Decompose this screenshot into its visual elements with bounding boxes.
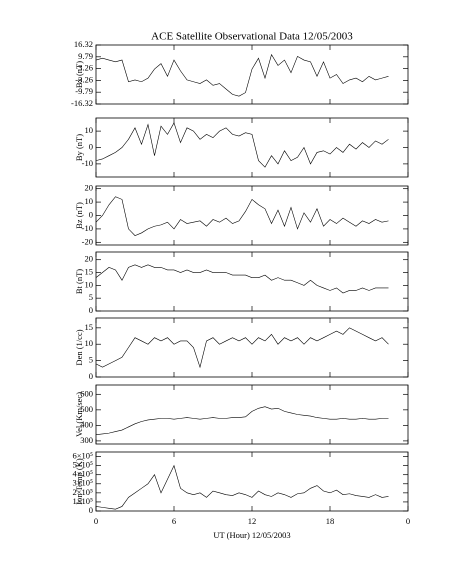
y-tick-label: 2×10⁵	[72, 487, 93, 497]
y-tick-label: -16.32	[71, 98, 93, 108]
y-tick-label: 300	[80, 435, 93, 445]
y-tick-label: 10	[85, 279, 94, 289]
data-line	[95, 406, 389, 435]
panel-frame	[95, 251, 409, 312]
y-tick-label: -3.26	[75, 74, 93, 84]
y-tick-label: 10	[85, 196, 94, 206]
y-tick-label: 1×10⁵	[72, 496, 93, 506]
panel-frame	[95, 44, 409, 105]
y-tick-label: 500	[80, 404, 93, 414]
panel-frame	[95, 117, 409, 178]
y-axis-label: Bz (nT)	[74, 202, 84, 229]
y-axis-label: Bt (nT)	[74, 269, 84, 294]
y-tick-label: 3.26	[78, 63, 93, 73]
y-axis-label: Den (1/cc)	[74, 329, 84, 365]
y-axis-label: Bx (nT)	[74, 61, 84, 88]
data-line	[95, 53, 389, 97]
y-tick-label: 400	[80, 419, 93, 429]
y-tick-label: 0	[89, 209, 93, 219]
data-line	[95, 464, 389, 510]
y-tick-label: 5	[89, 355, 93, 365]
y-tick-label: 0	[89, 505, 93, 515]
x-tick-label: 0	[94, 516, 98, 526]
y-tick-label: 3×10⁵	[72, 478, 93, 488]
y-tick-label: 10	[85, 125, 94, 135]
y-tick-label: 5	[89, 292, 93, 302]
x-axis-label: UT (Hour) 12/05/2003	[213, 530, 290, 540]
y-tick-label: 0	[89, 305, 93, 315]
y-axis-label: Vel (Km/sec)	[74, 392, 84, 437]
data-line	[95, 327, 389, 369]
y-tick-label: 5×10⁵	[72, 460, 93, 470]
x-tick-label: 6	[172, 516, 176, 526]
y-tick-label: -20	[82, 236, 93, 246]
y-tick-label: 4×10⁵	[72, 469, 93, 479]
y-tick-label: -9.79	[75, 86, 93, 96]
y-tick-label: 0	[89, 141, 93, 151]
x-tick-label: 0	[406, 516, 410, 526]
y-tick-label: 10	[85, 338, 94, 348]
y-tick-label: 16.32	[74, 39, 93, 49]
y-tick-label: 15	[85, 322, 94, 332]
y-tick-label: 20	[85, 183, 94, 193]
panel-frame	[95, 185, 409, 246]
chart-title: ACE Satellite Observational Data 12/05/2…	[151, 31, 353, 43]
y-tick-label: 15	[85, 266, 94, 276]
y-axis-label: Ion Temp (K)	[74, 458, 84, 505]
data-line	[95, 196, 389, 236]
panel-frame	[95, 317, 409, 378]
y-tick-label: -10	[82, 223, 93, 233]
y-tick-label: 20	[85, 254, 94, 264]
x-tick-label: 18	[326, 516, 335, 526]
y-tick-label: 9.79	[78, 51, 93, 61]
y-tick-label: 0	[89, 371, 93, 381]
y-tick-label: 600	[80, 388, 93, 398]
y-tick-label: -10	[82, 158, 93, 168]
x-tick-label: 12	[248, 516, 257, 526]
y-tick-label: 6×10⁵	[72, 450, 93, 460]
y-axis-label: By (nT)	[74, 134, 84, 161]
panel-frame	[95, 384, 409, 445]
data-line	[95, 264, 389, 294]
panel-frame	[95, 451, 409, 512]
data-line	[95, 122, 389, 168]
